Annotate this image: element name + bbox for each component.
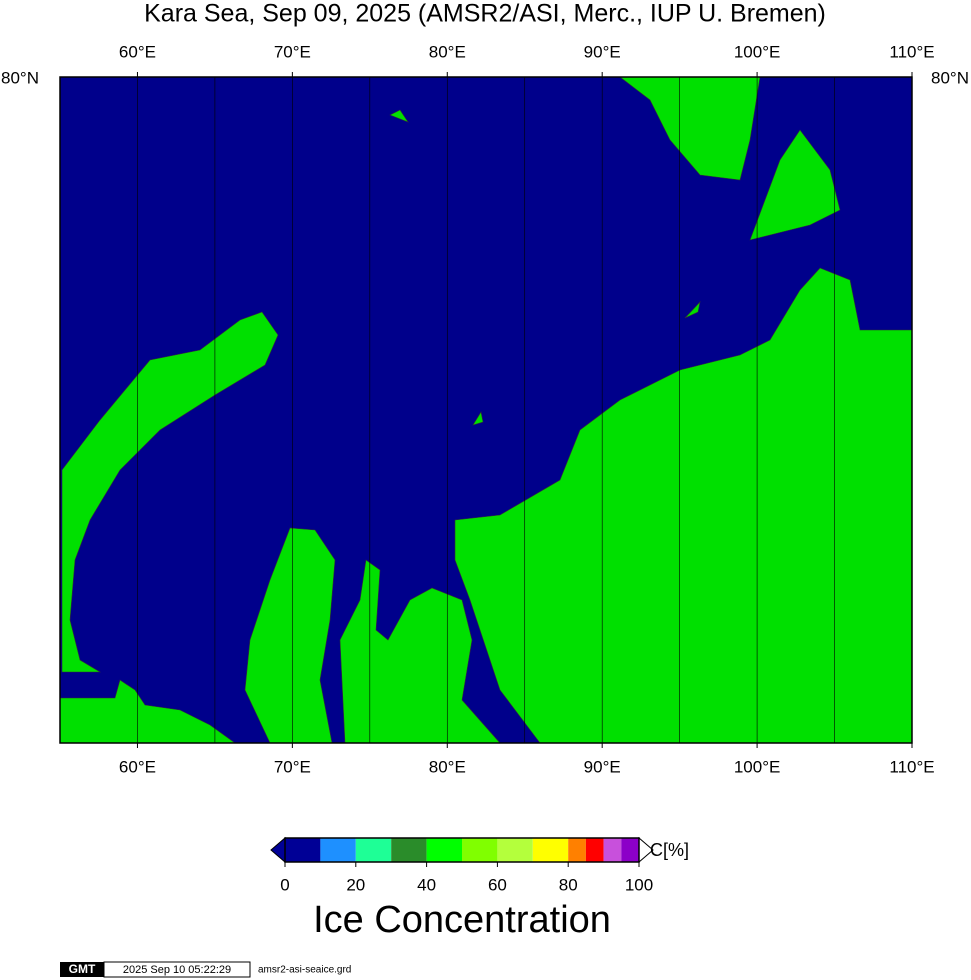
colorbar-tick-label: 80: [559, 875, 578, 894]
lon-label-bottom: 60°E: [119, 757, 156, 776]
map-frame: [59, 76, 913, 744]
lon-label-top: 60°E: [119, 42, 156, 61]
gydan: [339, 559, 501, 744]
lon-label-bottom: 70°E: [274, 757, 311, 776]
taymyr: [454, 267, 913, 744]
title: Kara Sea, Sep 09, 2025 (AMSR2/ASI, Merc.…: [144, 0, 826, 28]
mainland-west: [59, 679, 236, 744]
file-name: amsr2-asi-seaice.grd: [258, 965, 351, 976]
gmt-logo: GMT: [69, 962, 96, 976]
colorbar-unit: C[%]: [650, 840, 689, 860]
timestamp: 2025 Sep 10 05:22:29: [123, 964, 231, 976]
lon-label-bottom: 80°E: [429, 757, 466, 776]
colorbar-segment: [603, 838, 622, 862]
colorbar-frame: [284, 837, 640, 863]
colorbar-tick-label: 60: [488, 875, 507, 894]
gmt-logo-box: [60, 962, 104, 977]
colorbar-segment: [621, 838, 639, 862]
lon-label-bottom: 90°E: [584, 757, 621, 776]
colorbar-segment: [497, 838, 533, 862]
island: [684, 301, 701, 319]
island: [472, 411, 484, 426]
lon-label-top: 110°E: [889, 42, 934, 61]
lon-label-top: 70°E: [274, 42, 311, 61]
colorbar-segment: [426, 838, 462, 862]
timestamp-box: [103, 961, 251, 978]
novaya-zemlya: [61, 311, 279, 673]
colorbar-segment: [355, 838, 392, 862]
land: [59, 76, 913, 744]
colorbar-tick-label: 100: [625, 875, 653, 894]
lat-label: 80°N: [1, 68, 39, 87]
lon-label-bottom: 100°E: [734, 757, 781, 776]
lon-label-top: 100°E: [734, 42, 781, 61]
severnaya-zemlya-south: [749, 129, 841, 241]
lon-label-bottom: 110°E: [889, 757, 934, 776]
lon-label-top: 80°E: [429, 42, 466, 61]
colorbar-under: [270, 836, 286, 864]
colorbar-segment: [532, 838, 569, 862]
colorbar-segment: [462, 838, 498, 862]
colorbar-tick-label: 20: [346, 875, 365, 894]
colorbar-segment: [285, 838, 321, 862]
yamal: [244, 527, 336, 744]
colorbar-title: Ice Concentration: [313, 899, 611, 941]
severnaya-zemlya-north: [619, 76, 761, 181]
lon-label-top: 90°E: [584, 42, 621, 61]
colorbar-segment: [568, 838, 586, 862]
colorbar-segment: [585, 838, 604, 862]
lat-label: 80°N: [931, 68, 969, 87]
island: [389, 109, 409, 123]
colorbar-tick-label: 0: [280, 875, 289, 894]
colorbar-segment: [391, 838, 427, 862]
colorbar-tick-label: 40: [417, 875, 436, 894]
colorbar-segment: [320, 838, 356, 862]
